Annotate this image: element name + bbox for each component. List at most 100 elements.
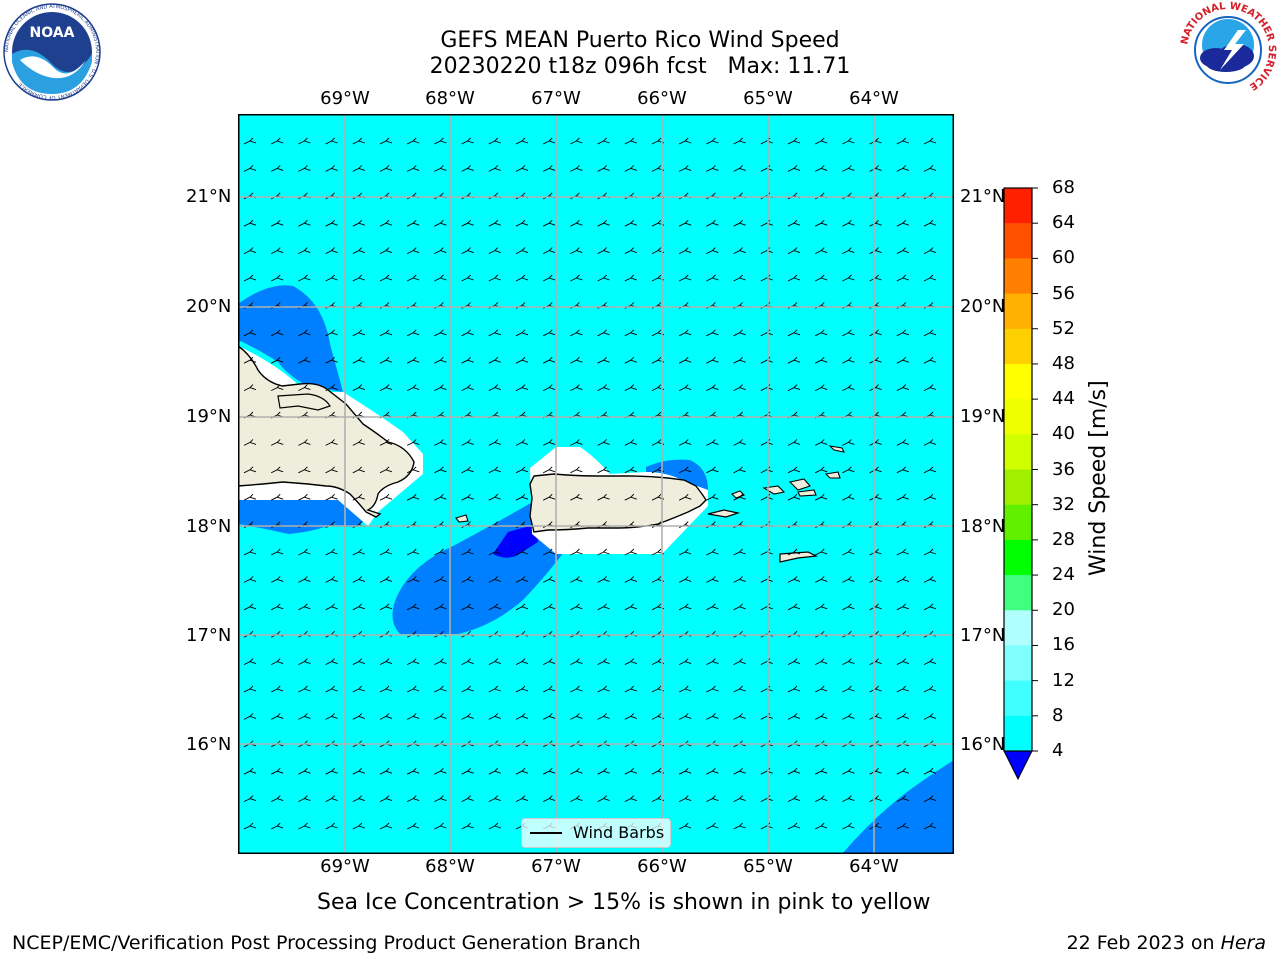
culebra-island	[731, 490, 745, 499]
wind-barb	[352, 329, 365, 337]
wind-barb	[542, 384, 556, 392]
wind-barb	[842, 165, 855, 172]
wind-barb	[542, 493, 556, 501]
wind-barb	[651, 466, 665, 474]
wind-barb	[542, 767, 556, 775]
wind-barb	[706, 576, 719, 583]
lat-label-right-16n: 16°N	[960, 734, 1006, 755]
wind-barb	[597, 384, 610, 392]
wind-barb	[515, 439, 529, 446]
wind-barb	[923, 548, 937, 556]
wind-barb	[597, 274, 610, 282]
wind-barb	[869, 658, 882, 666]
wind-barb	[461, 713, 474, 720]
lon-label-top-68w: 68°W	[425, 88, 475, 109]
wind-barb	[869, 137, 882, 145]
wind-barb	[896, 247, 909, 255]
wind-barb	[896, 219, 909, 227]
wind-barb	[270, 137, 284, 145]
wind-barb	[733, 329, 746, 337]
wind-barb	[678, 767, 692, 775]
wind-barb	[597, 356, 610, 364]
wind-barb	[542, 548, 556, 556]
wind-barb	[842, 576, 855, 583]
lon-label-top-64w: 64°W	[849, 88, 899, 109]
wind-barb	[406, 658, 420, 666]
wind-barb	[542, 576, 556, 583]
wind-barb	[461, 576, 474, 583]
colorbar-tick-label: 4	[1052, 740, 1064, 761]
wind-barb	[651, 384, 665, 392]
wind-barb	[488, 548, 501, 556]
wind-barb	[896, 384, 909, 392]
map-panel[interactable]	[238, 114, 954, 854]
wind-barb	[298, 548, 311, 556]
wind-barb	[542, 219, 556, 227]
wind-barb	[461, 384, 474, 392]
wind-barb	[488, 439, 501, 446]
wind-barb	[678, 466, 692, 474]
wind-barb	[597, 767, 610, 775]
wind-barb	[814, 822, 828, 830]
lon-label-bottom-66w: 66°W	[637, 856, 687, 877]
wind-barb	[515, 247, 529, 255]
wind-barb	[570, 603, 583, 611]
wind-barb	[352, 685, 365, 693]
lon-label-top-67w: 67°W	[531, 88, 581, 109]
wind-barb	[434, 329, 447, 337]
wind-barb	[270, 356, 284, 364]
lon-label-bottom-65w: 65°W	[743, 856, 793, 877]
wind-barb	[842, 822, 855, 830]
colorbar-tick-label: 48	[1052, 352, 1075, 374]
wind-barb	[733, 548, 746, 556]
colorbar-segment	[1004, 399, 1032, 435]
wind-barb	[243, 466, 257, 474]
anegada-island	[828, 445, 845, 453]
wind-barb	[379, 356, 393, 364]
wind-barb	[787, 603, 801, 611]
wind-barb	[325, 384, 338, 392]
colorbar-segment	[1004, 680, 1032, 717]
wind-barb	[461, 439, 474, 446]
gonave-island	[277, 393, 331, 411]
wind-barb	[352, 603, 365, 611]
wind-barb	[624, 274, 637, 282]
wind-barb	[570, 658, 583, 666]
wind-barb	[515, 384, 529, 392]
wind-barb	[542, 329, 556, 337]
wind-barb	[352, 466, 365, 474]
colorbar-graphic	[1003, 187, 1038, 781]
wind-barb	[379, 658, 393, 666]
wind-barb	[325, 658, 338, 666]
wind-barb	[515, 466, 529, 474]
wind-barb	[542, 247, 556, 255]
wind-barb	[352, 356, 365, 364]
wind-speed-map[interactable]	[238, 114, 954, 854]
footer-date: 22 Feb 2023 on Hera	[1067, 932, 1266, 954]
wind-barb	[270, 247, 284, 255]
wind-barb	[270, 767, 284, 775]
wind-barb	[896, 767, 909, 775]
wind-barb	[923, 384, 937, 392]
wind-barb	[678, 329, 692, 337]
wind-barb	[842, 713, 855, 720]
wind-barb	[869, 356, 882, 364]
wind-barb	[461, 795, 474, 803]
wind-barb	[325, 165, 338, 172]
wind-barb	[651, 274, 665, 282]
wind-barb	[706, 685, 719, 693]
wind-barb	[406, 493, 420, 501]
colorbar-tick-label: 16	[1052, 634, 1075, 656]
map-legend: Wind Barbs	[521, 818, 671, 848]
lon-label-bottom-68w: 68°W	[425, 856, 475, 877]
wind-barb	[325, 247, 338, 255]
colorbar-tick-label: 24	[1052, 564, 1075, 586]
wind-barb	[298, 356, 311, 364]
wind-barb	[624, 466, 637, 474]
wind-barb	[379, 439, 393, 446]
wind-barb	[624, 219, 637, 227]
wind-barb	[570, 219, 583, 227]
title-line-2: 20230220 t18z 096h fcst Max: 11.71	[429, 54, 851, 79]
wind-barb	[325, 548, 338, 556]
wind-barb	[298, 439, 311, 446]
